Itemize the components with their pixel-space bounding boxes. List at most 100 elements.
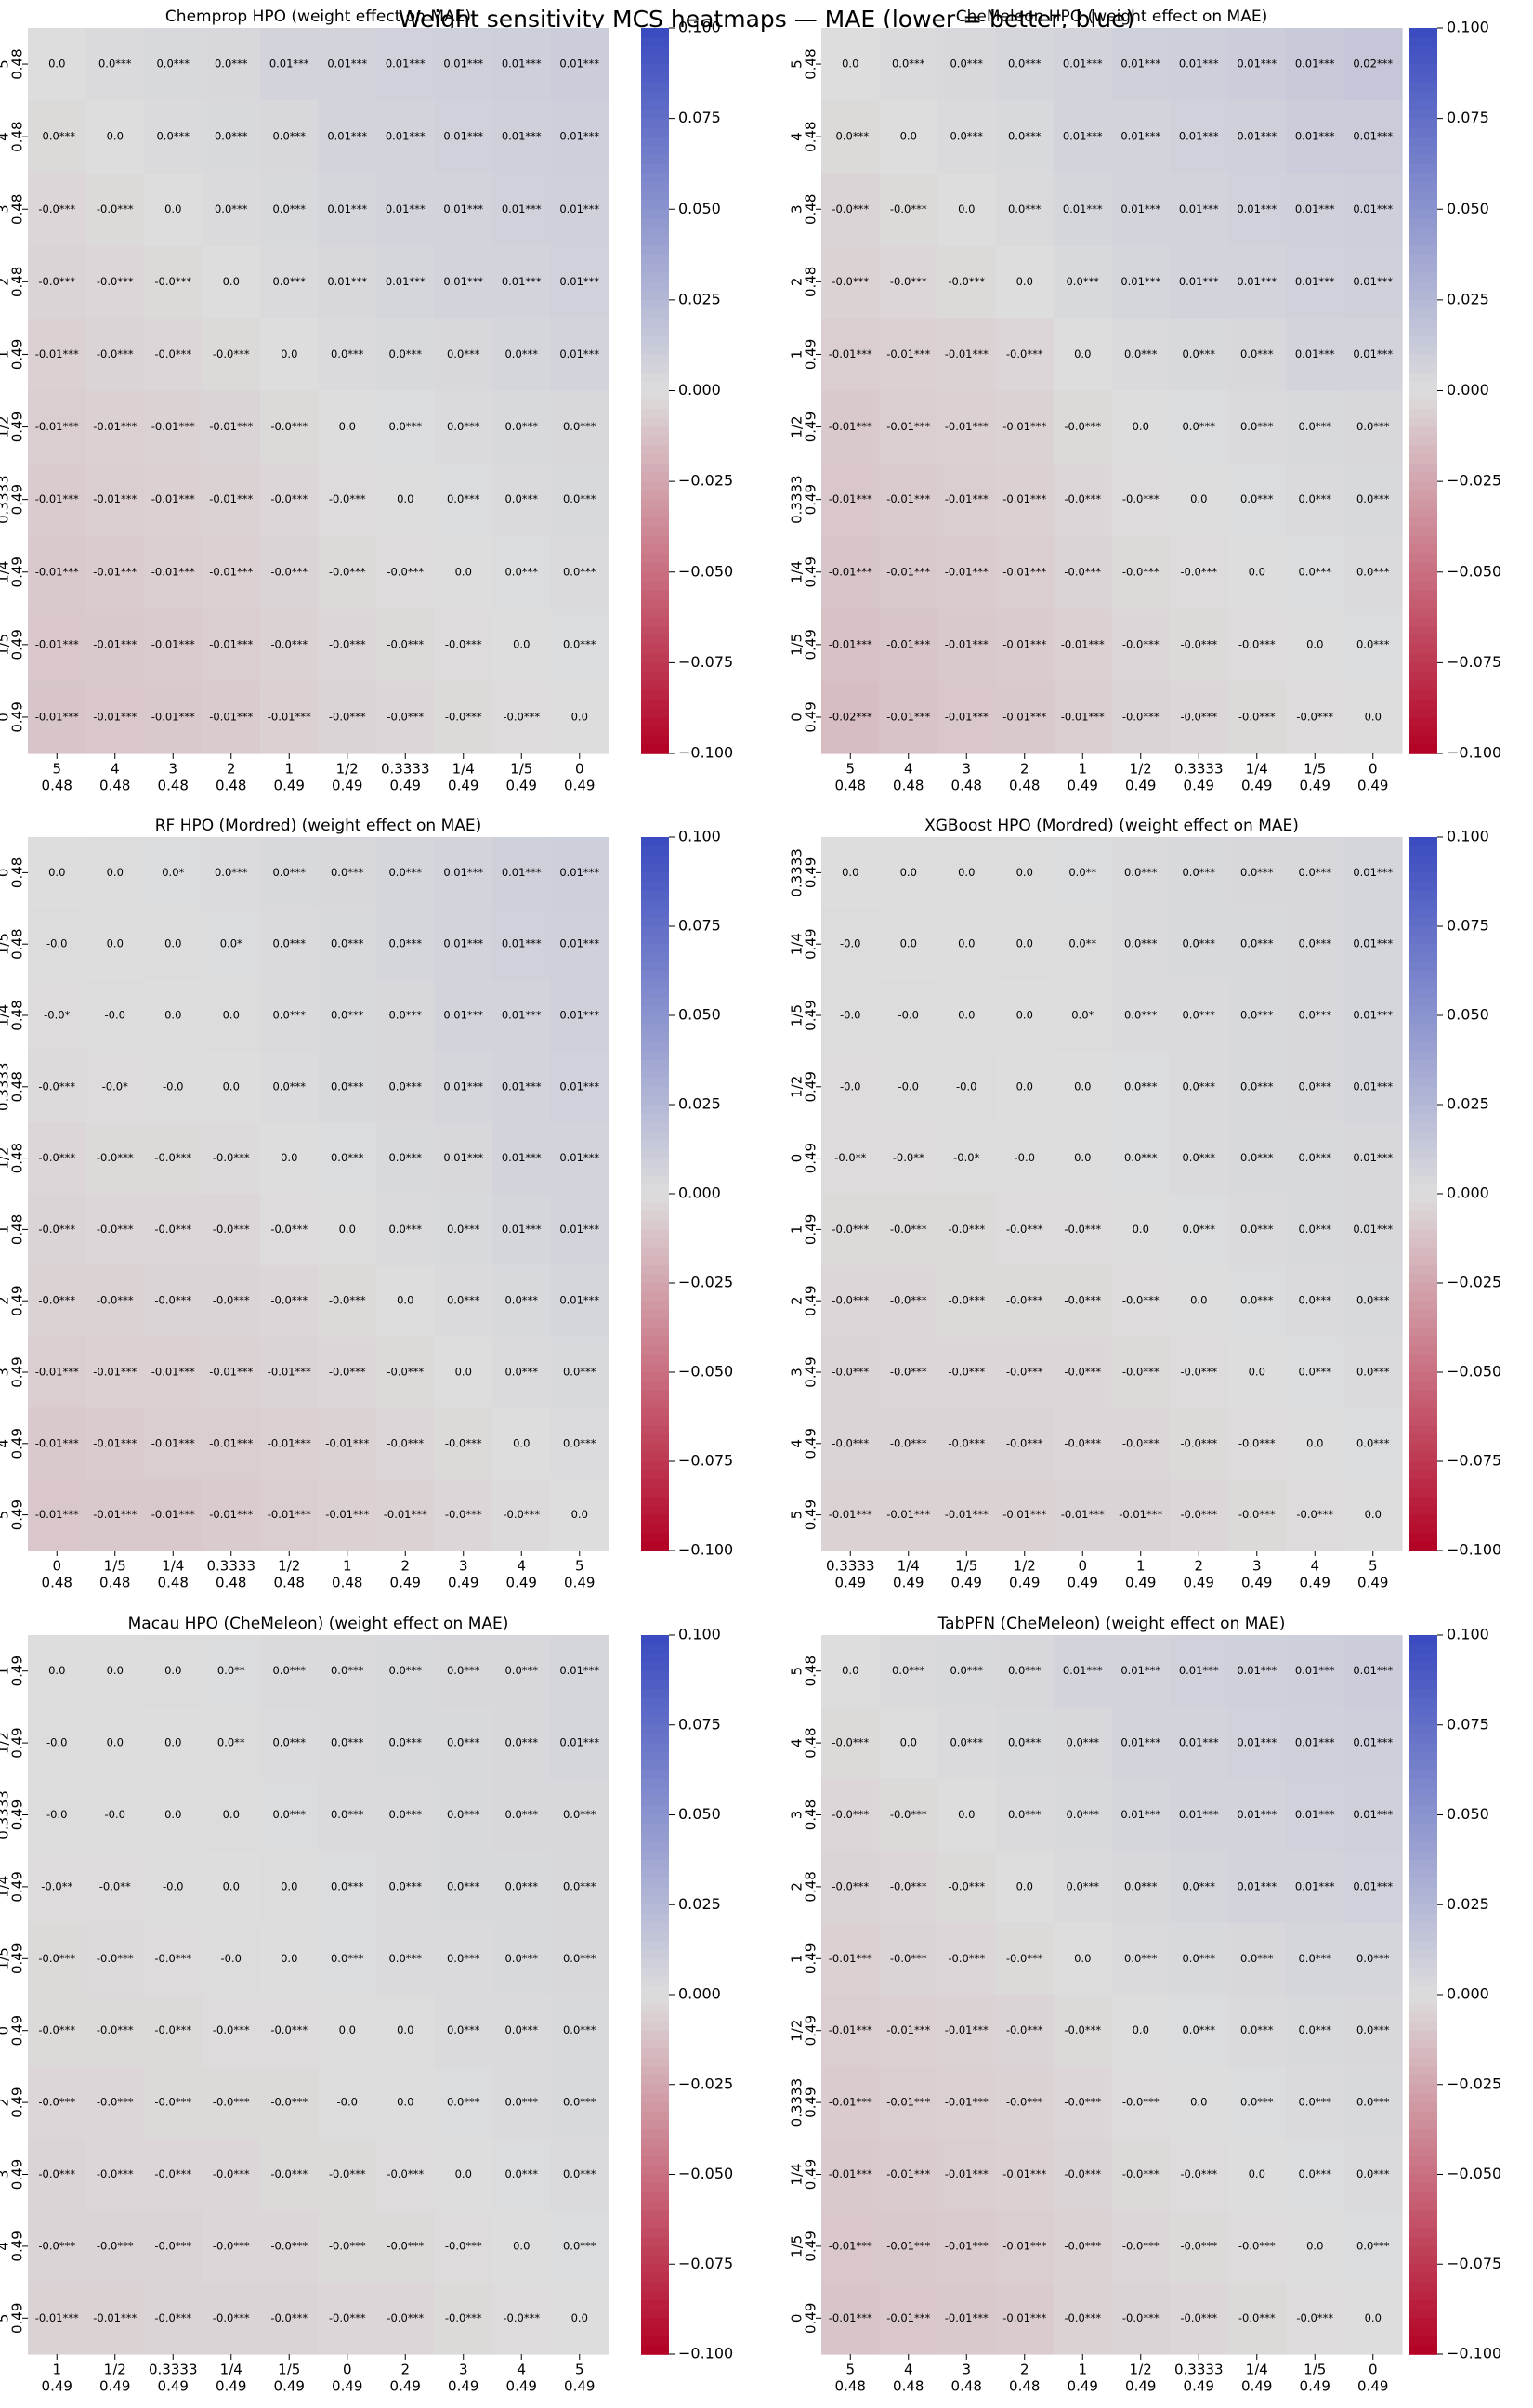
y-tick-label: 0.48 (9, 1071, 26, 1102)
heatmap-cell (1343, 2210, 1403, 2284)
cell-annotation: 0.0*** (1066, 1736, 1099, 1749)
cell-annotation: 0.0 (397, 2096, 413, 2109)
colorbar-segment (641, 890, 669, 900)
colorbar-segment (1409, 2111, 1437, 2122)
cell-annotation: 0.01*** (1353, 1223, 1393, 1236)
cell-annotation: -0.0*** (1006, 1294, 1043, 1307)
colorbar-segment (641, 1184, 669, 1195)
colorbar-segment (641, 952, 669, 963)
cell-annotation: -0.0*** (1238, 1436, 1276, 1449)
cell-annotation: 0.01*** (327, 203, 367, 216)
heatmap-cell (85, 608, 145, 682)
cell-annotation: 0.0 (1016, 866, 1033, 879)
y-tick-label: 1/5 (789, 2235, 806, 2258)
heatmap-cell (1343, 1264, 1403, 1338)
heatmap-cell (376, 1995, 436, 2067)
cell-annotation: 0.0 (1190, 2096, 1207, 2109)
x-tick-label: 3 (962, 2362, 971, 2378)
cell-annotation: -0.0*** (154, 2239, 191, 2252)
heatmap-cell (492, 1336, 552, 1408)
cell-annotation: 0.01*** (1237, 275, 1277, 288)
heatmap-cell (202, 1336, 261, 1408)
heatmap-cell (821, 390, 881, 465)
cell-annotation: 0.01*** (559, 937, 599, 950)
cell-annotation: -0.01*** (35, 347, 79, 360)
heatmap-cell (318, 390, 377, 465)
heatmap-cell (318, 2066, 377, 2140)
cell-annotation: 0.01*** (559, 1151, 599, 1164)
x-tick-label: 0.49 (564, 778, 595, 794)
panel-title: TabPFN (CheMeleon) (weight effect on MAE… (937, 1615, 1286, 1633)
cell-annotation: 0.0* (220, 937, 242, 950)
cell-annotation: -0.01*** (945, 637, 989, 650)
colorbar-segment (1409, 190, 1437, 202)
heatmap-cell (550, 463, 609, 537)
cell-annotation: -0.01*** (829, 2239, 872, 2252)
cell-annotation: 0.01*** (386, 58, 426, 71)
cell-annotation: 0.0*** (1356, 2096, 1390, 2109)
y-tick-label: 0.49 (9, 1871, 26, 1902)
colorbar-segment (1409, 1443, 1437, 1454)
colorbar-segment (641, 1274, 669, 1284)
cell-annotation: 0.01*** (559, 203, 599, 216)
colorbar-segment (1409, 2291, 1437, 2301)
colorbar-segment (641, 1220, 669, 1231)
colorbar-segment (1409, 1506, 1437, 1516)
colorbar-segment (641, 372, 669, 383)
colorbar-segment (641, 2075, 669, 2086)
cell-annotation: 0.0*** (504, 2096, 538, 2109)
colorbar-segment (641, 1024, 669, 1034)
heatmap-cell (318, 1635, 377, 1708)
heatmap-cell (1343, 908, 1403, 981)
colorbar-segment (641, 200, 669, 211)
cell-annotation: 0.0*** (447, 1223, 480, 1236)
cell-annotation: -0.0*** (1006, 1436, 1043, 1449)
colorbar-segment (641, 1238, 669, 1249)
heatmap-cell (434, 1479, 493, 1551)
cell-annotation: 0.0*** (447, 492, 480, 505)
colorbar-segment (641, 1264, 669, 1276)
cell-annotation: -0.01*** (35, 565, 79, 578)
colorbar-tick-label: 0.025 (1447, 1895, 1489, 1913)
colorbar-segment (641, 1958, 669, 1969)
cell-annotation: -0.01*** (829, 347, 872, 360)
colorbar-segment (641, 1211, 669, 1222)
colorbar-segment (1409, 1033, 1437, 1043)
x-tick-label: 2 (400, 1558, 410, 1575)
colorbar-segment (641, 1328, 669, 1338)
heatmap-cell (1170, 608, 1229, 682)
cell-annotation: 0.0*** (331, 866, 364, 879)
heatmap-cell (318, 1407, 377, 1480)
cell-annotation: -0.01*** (1061, 637, 1105, 650)
cell-annotation: 0.01*** (386, 130, 426, 143)
colorbar-segment (641, 281, 669, 292)
heatmap-cell (260, 608, 320, 682)
y-tick-label: 0.48 (9, 1214, 26, 1245)
heatmap-cell (434, 1407, 493, 1480)
cell-annotation: 0.01*** (1179, 203, 1219, 216)
heatmap-cell (144, 837, 203, 910)
colorbar-segment (641, 417, 669, 428)
cell-annotation: -0.0*** (387, 2311, 424, 2324)
cell-annotation: -0.01*** (151, 492, 195, 505)
colorbar-segment (1409, 1381, 1437, 1391)
cell-annotation: -0.01*** (209, 492, 253, 505)
cell-annotation: -0.0*** (1064, 2239, 1101, 2252)
colorbar-segment (1409, 1283, 1437, 1293)
x-tick-label: 1 (1078, 2362, 1087, 2378)
cell-annotation: 0.0*** (331, 1808, 364, 1821)
colorbar-segment (641, 662, 669, 673)
colorbar-segment (641, 390, 669, 401)
heatmap-cell (434, 2210, 493, 2284)
colorbar-segment (1409, 1653, 1437, 1663)
colorbar-segment (1409, 318, 1437, 328)
colorbar-segment (1409, 2245, 1437, 2257)
heatmap-cell (434, 1122, 493, 1195)
colorbar-segment (641, 1995, 669, 2005)
heatmap-cell (821, 1264, 881, 1338)
cell-annotation: -0.0*** (1122, 2311, 1160, 2324)
cell-annotation: 0.0*** (331, 937, 364, 950)
colorbar-segment (1409, 1724, 1437, 1735)
cell-annotation: -0.0*** (38, 2023, 75, 2036)
heatmap-cell (550, 1995, 609, 2067)
